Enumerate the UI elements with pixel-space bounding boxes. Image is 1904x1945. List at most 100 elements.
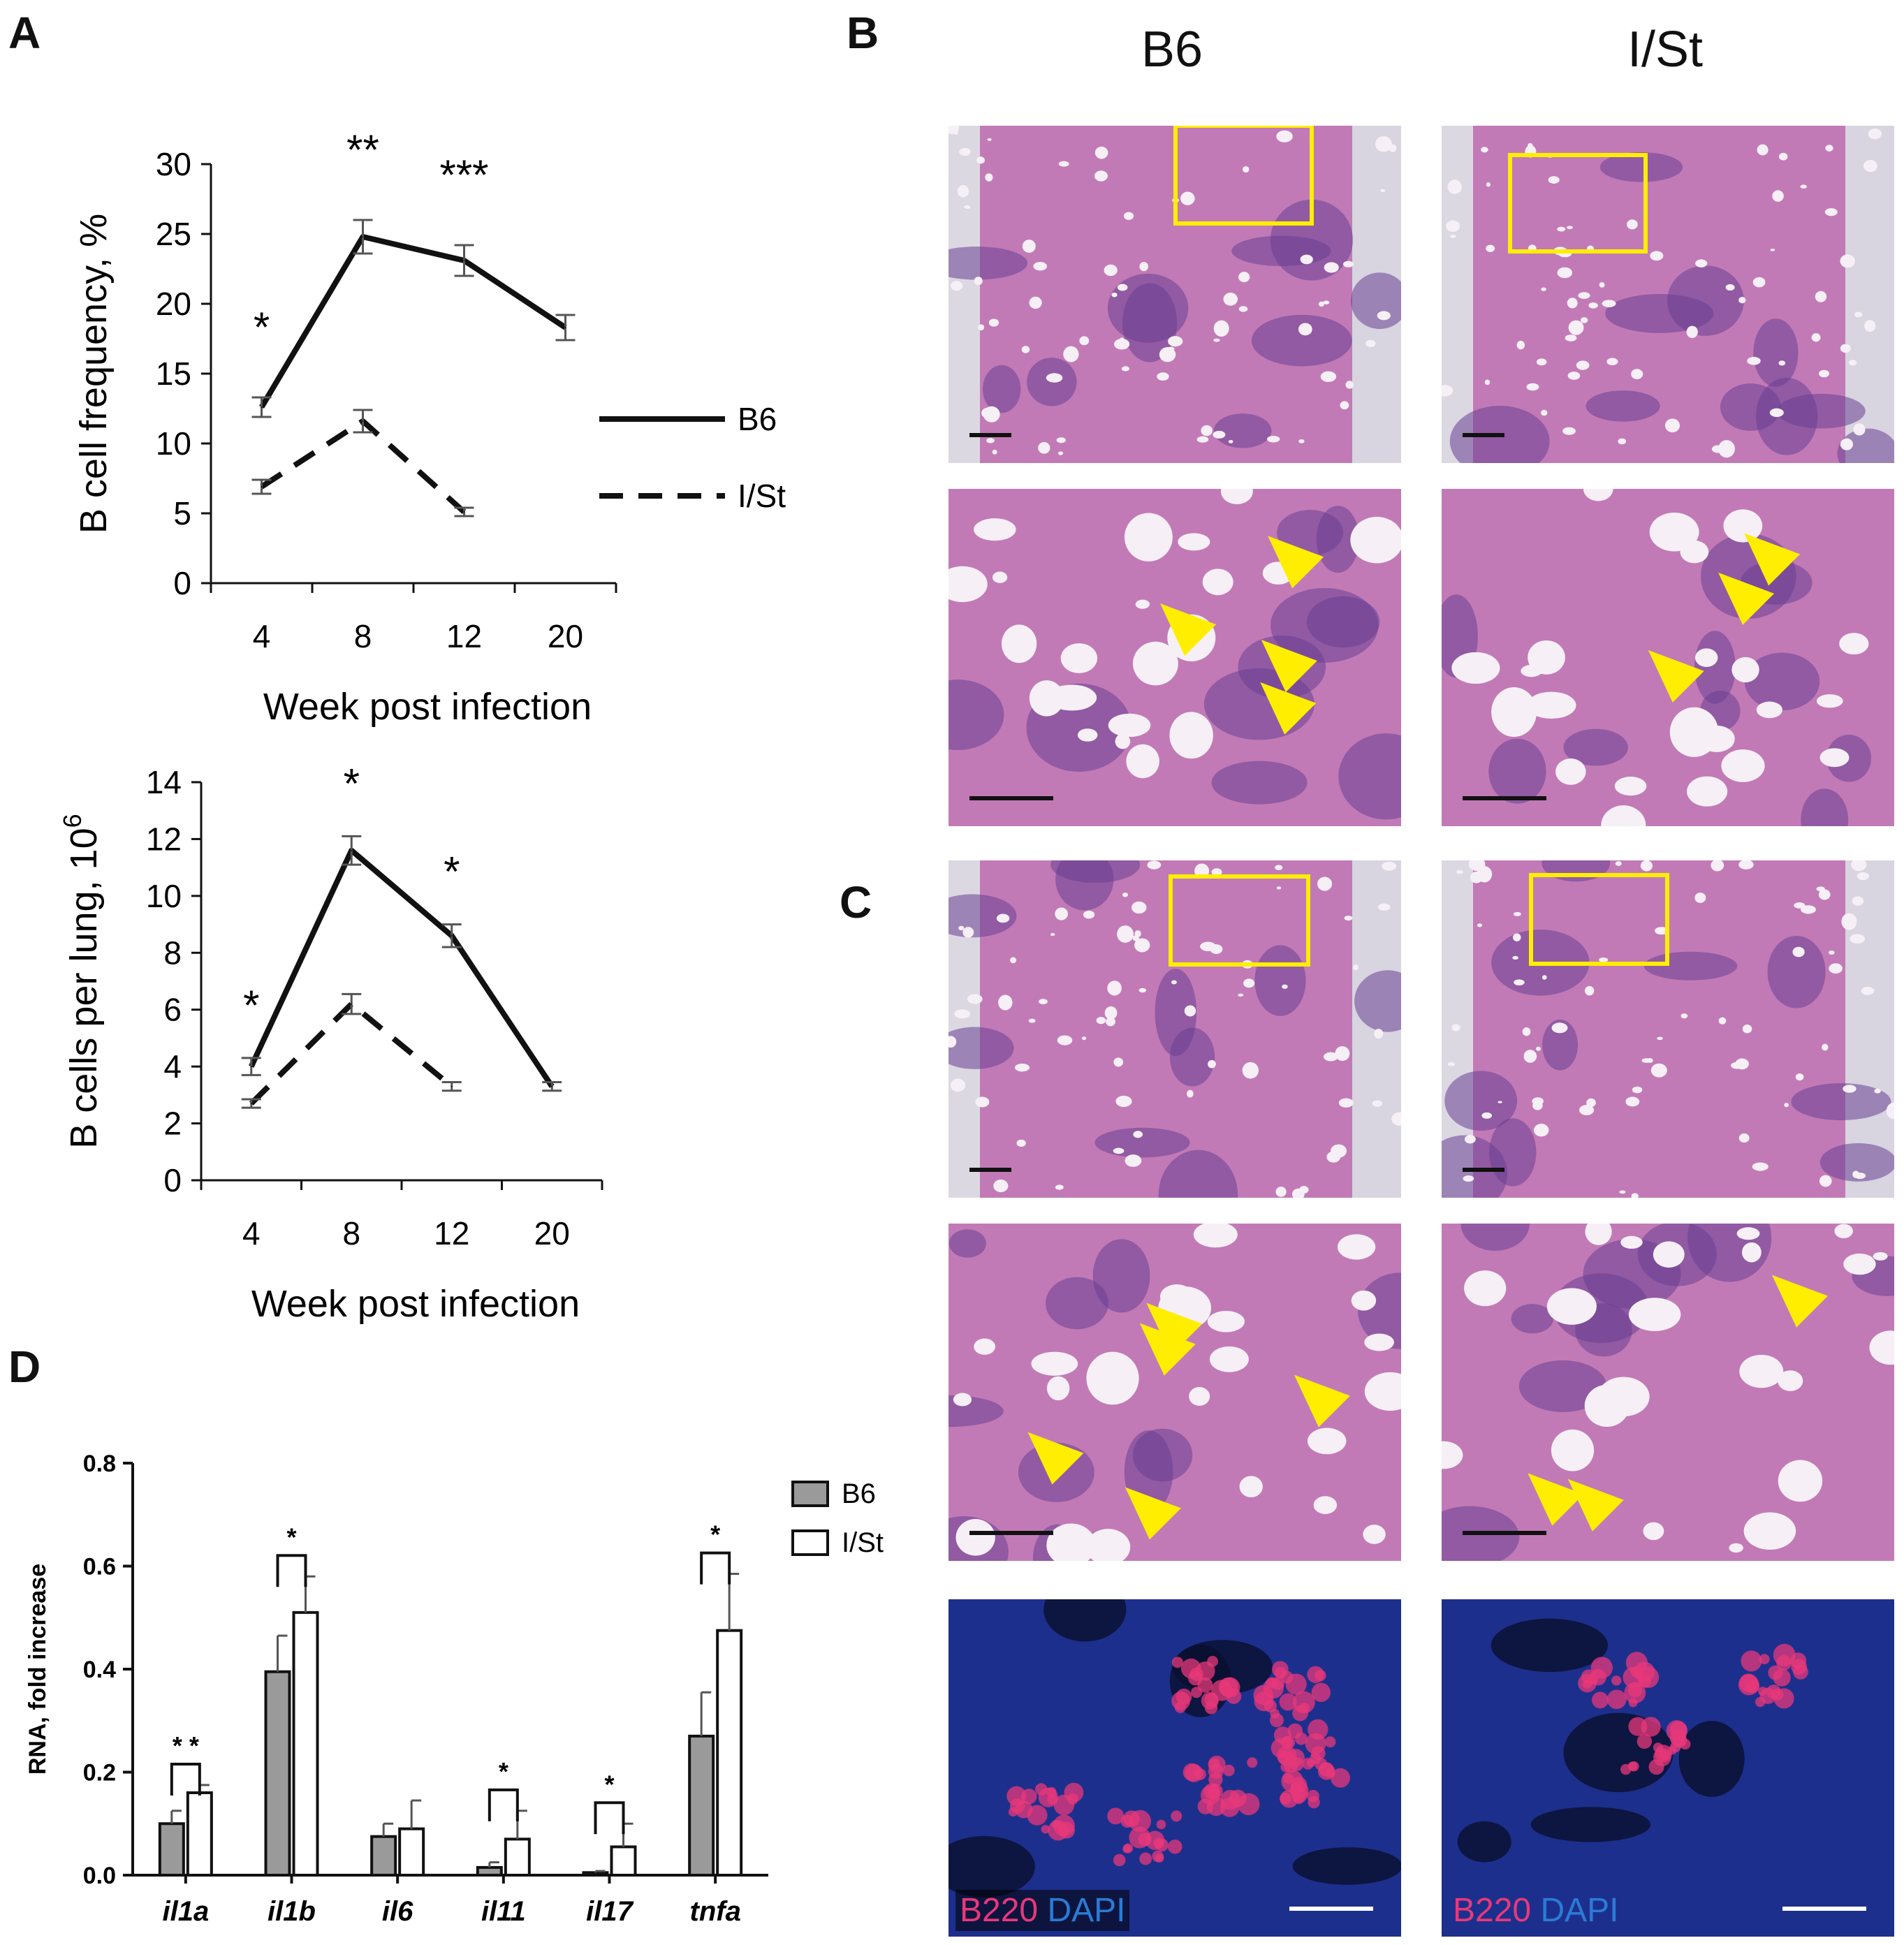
infiltrate xyxy=(1837,428,1894,463)
alveolar-space xyxy=(1276,886,1282,890)
alveolar-space xyxy=(1512,955,1518,960)
x-tick-label: il11 xyxy=(481,1896,526,1927)
alveolar-space xyxy=(1085,1529,1131,1561)
alveolar-space xyxy=(1839,633,1869,655)
chart-rna-fold-increase: 0.0 0.2 0.4 0.6 0.8 RNA, fold increase il1a il1… xyxy=(24,1451,884,1927)
alveolar-space xyxy=(1344,916,1353,921)
infiltrate xyxy=(1694,631,1736,704)
alveolar-space xyxy=(1599,281,1605,288)
panel-label-c: C xyxy=(840,877,872,927)
alveolar-space xyxy=(1615,861,1622,866)
infiltrate xyxy=(1599,152,1683,182)
alveolar-space xyxy=(1113,1147,1125,1154)
alveolar-space xyxy=(1868,129,1882,140)
alveolar-space xyxy=(1342,260,1354,267)
y-tick-label: 2 xyxy=(163,1106,182,1142)
alveolar-space xyxy=(1695,259,1708,267)
alveolar-space xyxy=(1221,489,1253,505)
alveolar-space xyxy=(1391,1112,1401,1126)
series-line-ist xyxy=(249,1001,454,1106)
alveolar-space xyxy=(1094,170,1108,182)
alveolar-space xyxy=(1541,409,1548,416)
y-axis-label: B cells per lung, 106 xyxy=(58,814,105,1148)
infiltrate xyxy=(1753,318,1799,387)
alveolar-space xyxy=(1864,320,1876,332)
alveolar-space xyxy=(1238,993,1244,997)
alveolar-space xyxy=(1456,869,1464,874)
x-axis-label: Week post infection xyxy=(251,1283,580,1325)
micrograph-image xyxy=(1442,860,1894,1198)
alveolar-space xyxy=(1824,208,1838,216)
infiltrate xyxy=(1744,652,1820,711)
alveolar-space xyxy=(1546,1288,1597,1325)
b220-cluster xyxy=(1279,1693,1297,1711)
alveolar-space xyxy=(1022,240,1036,253)
x-tick-label: il1a xyxy=(162,1896,209,1927)
alveolar-space xyxy=(1055,907,1068,920)
x-tick-label: 12 xyxy=(434,1215,469,1252)
alveolar-space xyxy=(1852,896,1864,906)
arrowhead-marker xyxy=(1146,1302,1203,1356)
data-point xyxy=(362,236,364,237)
arrowhead-marker xyxy=(1567,1478,1624,1532)
alveolar-space xyxy=(1484,379,1491,386)
b220-cluster xyxy=(1606,1689,1627,1710)
y-tick-label: 30 xyxy=(156,146,191,182)
alveolar-space xyxy=(1050,933,1055,937)
dapi-label: DAPI xyxy=(1047,1892,1126,1929)
alveolar-space xyxy=(1111,292,1118,298)
infiltrate xyxy=(1442,1135,1508,1198)
significance-mark: * xyxy=(604,1770,614,1798)
alveolar-space xyxy=(949,566,988,603)
alveolar-space xyxy=(1578,292,1590,299)
alveolar-space xyxy=(1843,1085,1857,1093)
arrowhead-marker xyxy=(1648,649,1704,703)
infiltrate xyxy=(1155,969,1197,1057)
x-tick-label: 8 xyxy=(342,1215,360,1252)
b220-cluster xyxy=(1171,1810,1182,1822)
alveolar-space xyxy=(955,1519,995,1556)
infiltrate xyxy=(1460,1224,1530,1251)
alveolar-space xyxy=(1818,369,1830,378)
b220-cluster xyxy=(1274,1666,1287,1680)
alveolar-space xyxy=(967,994,983,1004)
alveolar-space xyxy=(1711,860,1724,872)
alveolar-space xyxy=(1861,986,1875,995)
b220-cluster xyxy=(1305,1733,1326,1754)
alveolar-space xyxy=(1514,979,1525,986)
alveolar-space xyxy=(1171,980,1177,985)
b220-cluster xyxy=(1208,1763,1224,1779)
b220-cluster xyxy=(1324,1736,1336,1748)
b220-label: B220 xyxy=(960,1892,1039,1929)
b220-cluster xyxy=(1639,1675,1652,1688)
alveolar-space xyxy=(1743,1512,1796,1550)
infiltrate xyxy=(1107,273,1189,343)
alveolar-space xyxy=(1096,1017,1106,1025)
alveolar-space xyxy=(1208,1059,1216,1069)
alveolar-space xyxy=(1657,1036,1663,1041)
b220-cluster xyxy=(1667,1745,1677,1755)
arrowhead-marker xyxy=(1772,1275,1829,1328)
y-tick-label: 25 xyxy=(156,216,191,252)
dark-region xyxy=(1292,1847,1401,1885)
infiltrate xyxy=(1092,1239,1150,1313)
infiltrate xyxy=(1511,1304,1554,1334)
infiltrate xyxy=(1801,788,1849,826)
infiltrate xyxy=(949,680,1004,750)
alveolar-space xyxy=(978,324,985,331)
legend-label: I/St xyxy=(738,478,786,514)
alveolar-space xyxy=(1039,999,1048,1005)
alveolar-space xyxy=(1055,1184,1064,1190)
alveolar-space xyxy=(1132,641,1178,686)
alveolar-space xyxy=(1628,1298,1681,1331)
x-tick-label: 8 xyxy=(354,618,372,654)
alveolar-space xyxy=(1323,1052,1338,1062)
significance-mark: *** xyxy=(439,152,488,198)
alveolar-space xyxy=(1686,325,1698,339)
alveolar-space xyxy=(1029,296,1042,309)
micrograph-c-ist-zoom xyxy=(1442,1224,1894,1561)
alveolar-space xyxy=(1196,436,1209,443)
alveolar-space xyxy=(1643,1522,1664,1541)
alveolar-space xyxy=(1794,902,1806,909)
y-tick-label: 0.4 xyxy=(83,1657,116,1683)
